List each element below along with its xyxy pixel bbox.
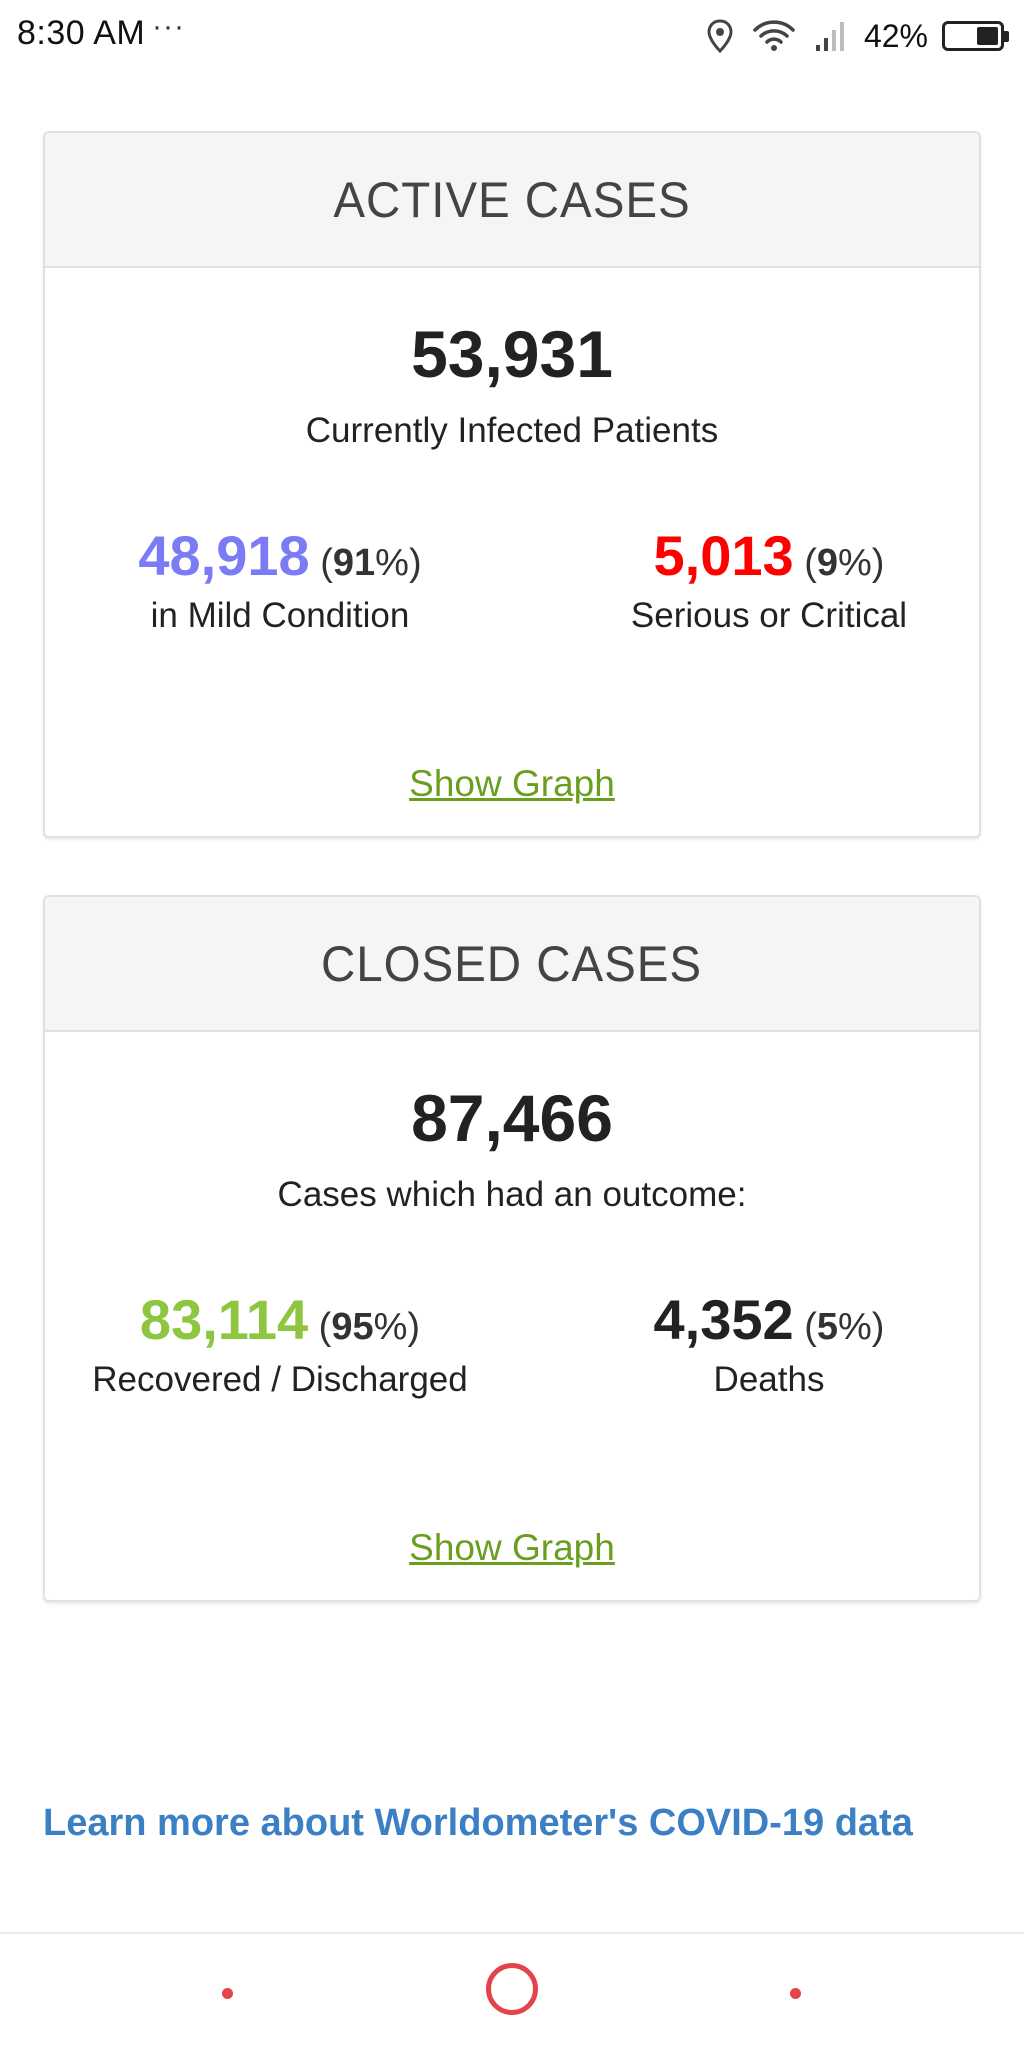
recovered-stat: 83,114 (95%) Recovered / Discharged [75, 1287, 485, 1400]
closed-cases-header: CLOSED CASES [45, 897, 979, 1032]
wifi-icon [752, 19, 796, 53]
active-cases-title: ACTIVE CASES [333, 171, 691, 228]
battery-percent: 42% [863, 17, 928, 54]
deaths-label: Deaths [713, 1360, 825, 1399]
mild-condition-count: 48,918 [138, 524, 310, 587]
nav-divider [0, 1932, 1024, 1934]
active-cases-subtitle: Currently Infected Patients [305, 411, 719, 450]
status-bar: 8:30 AM ··· 42% [0, 0, 1024, 72]
mild-condition-percent: (91%) [309, 542, 422, 584]
active-show-graph-link[interactable]: Show Graph [409, 763, 615, 804]
recovered-percent: (95%) [308, 1306, 421, 1348]
mild-condition-stat: 48,918 (91%) in Mild Condition [75, 523, 485, 636]
status-time: 8:30 AM [17, 14, 146, 52]
serious-critical-label: Serious or Critical [630, 596, 908, 635]
location-icon [706, 19, 734, 53]
home-button[interactable] [486, 1963, 538, 2015]
notification-more-indicator: ··· [152, 10, 185, 43]
closed-cases-subtitle: Cases which had an outcome: [277, 1175, 747, 1214]
closed-cases-title: CLOSED CASES [321, 935, 703, 992]
cellular-signal-icon [814, 19, 846, 53]
status-icons: 42% [706, 14, 1009, 58]
deaths-count: 4,352 [653, 1288, 794, 1351]
active-cases-card: ACTIVE CASES 53,931 Currently Infected P… [43, 131, 981, 838]
closed-cases-card: CLOSED CASES 87,466 Cases which had an o… [43, 895, 981, 1602]
active-cases-total: 53,931 [411, 317, 613, 391]
active-cases-header: ACTIVE CASES [45, 133, 979, 268]
serious-critical-percent: (9%) [793, 542, 885, 584]
recovered-count: 83,114 [139, 1288, 309, 1351]
system-nav-bar [0, 1934, 1024, 2048]
deaths-stat: 4,352 (5%) Deaths [589, 1287, 949, 1400]
recovered-label: Recovered / Discharged [92, 1360, 468, 1399]
battery-icon [942, 21, 1009, 51]
learn-more-link[interactable]: Learn more about Worldometer's COVID-19 … [43, 1802, 913, 1844]
serious-critical-count: 5,013 [653, 524, 794, 587]
deaths-percent: (5%) [793, 1306, 885, 1348]
serious-critical-stat: 5,013 (9%) Serious or Critical [589, 523, 949, 636]
battery-level [977, 27, 998, 45]
recent-apps-button[interactable] [790, 1988, 801, 1999]
closed-show-graph-link[interactable]: Show Graph [409, 1527, 615, 1568]
closed-cases-total: 87,466 [411, 1081, 613, 1155]
mild-condition-label: in Mild Condition [150, 596, 410, 635]
back-button[interactable] [222, 1988, 233, 1999]
